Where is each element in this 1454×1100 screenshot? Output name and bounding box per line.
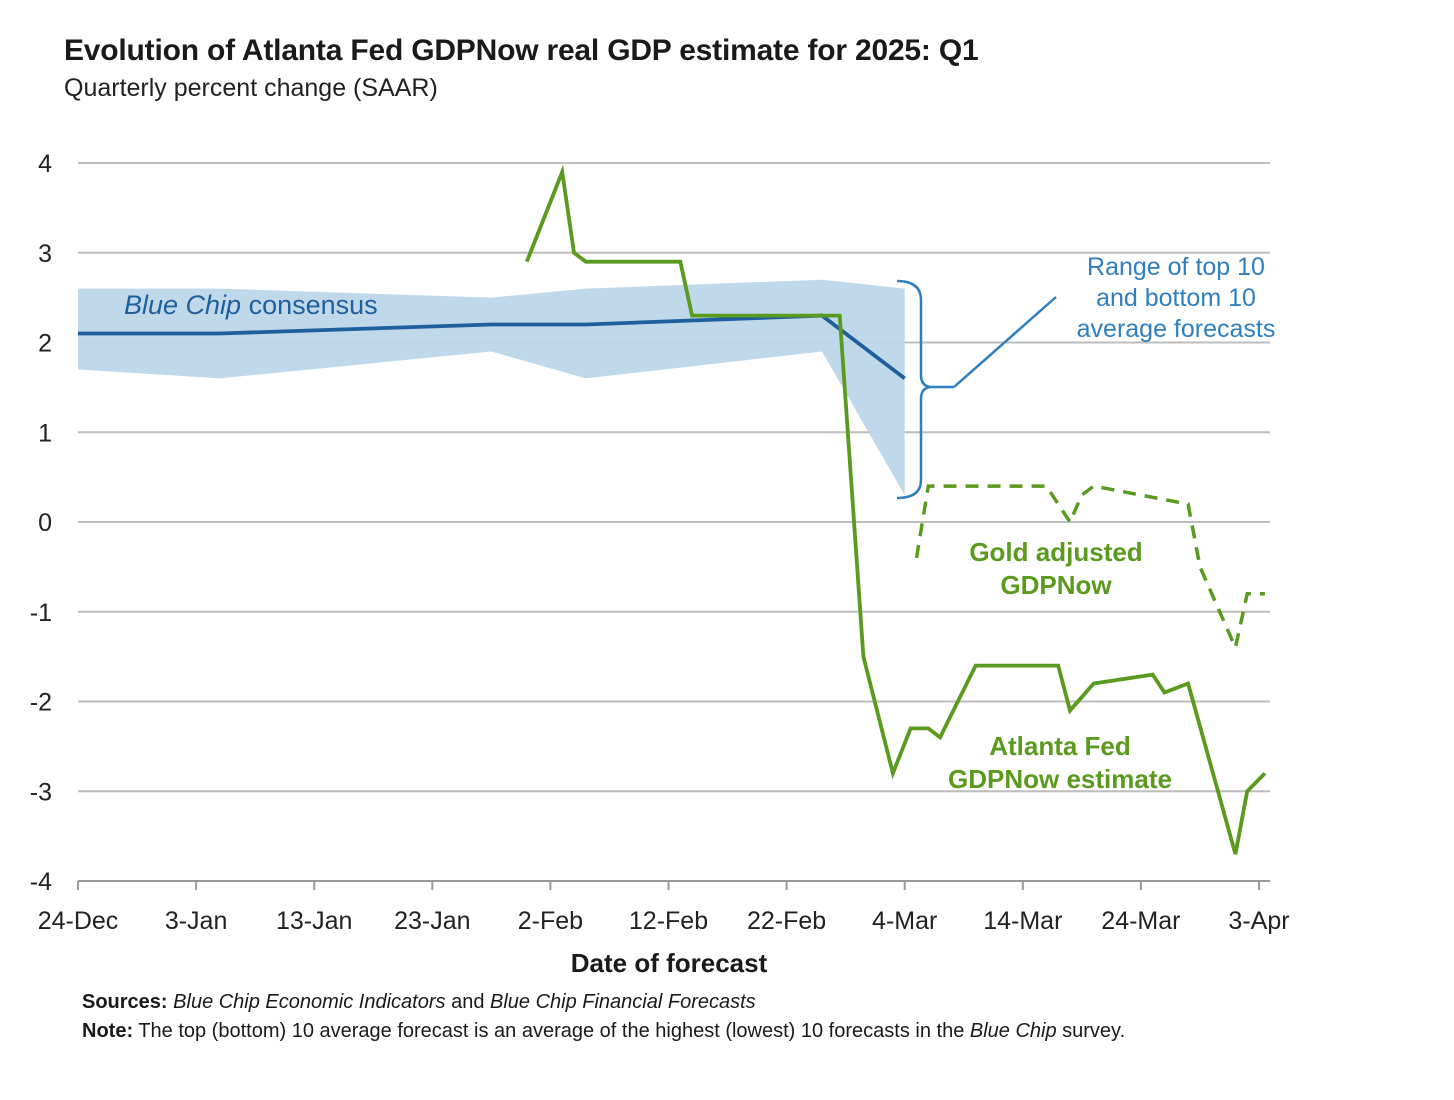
y-tick-label: 2 xyxy=(38,330,52,358)
range-leader-line xyxy=(953,296,1057,388)
x-tick-label: 12-Feb xyxy=(629,907,708,935)
sources-publication-1: Blue Chip Economic Indicators xyxy=(173,991,446,1013)
gold-adjusted-label-line-2: GDPNow xyxy=(1000,570,1112,600)
x-tick-label: 3-Apr xyxy=(1228,907,1289,935)
y-tick-label: -3 xyxy=(30,778,52,806)
y-tick-label: 0 xyxy=(38,509,52,537)
y-tick-label: -4 xyxy=(30,868,52,896)
range-label-line-3: average forecasts xyxy=(1077,315,1276,343)
x-tick-label: 4-Mar xyxy=(872,907,937,935)
series-lines xyxy=(78,164,1267,855)
atlanta-fed-label-line-1: Atlanta Fed xyxy=(989,731,1131,761)
x-tick-label: 14-Mar xyxy=(983,907,1062,935)
sources-label: Sources: xyxy=(82,991,168,1013)
forecast-range-band xyxy=(78,279,905,496)
annotations: Blue Chip consensus Range of top 10 and … xyxy=(124,253,1275,978)
range-label-line-1: Range of top 10 xyxy=(1087,253,1265,281)
chart-subtitle: Quarterly percent change (SAAR) xyxy=(64,74,438,102)
note-end: survey. xyxy=(1056,1020,1126,1042)
gold-adjusted-label-line-1: Gold adjusted xyxy=(969,537,1142,567)
series-line-blue-chip-consensus xyxy=(78,313,906,380)
series-line-gold-adjusted-gdpnow xyxy=(914,484,1265,654)
blue-chip-consensus-label: Blue Chip consensus xyxy=(124,290,378,320)
x-tick-label: 3-Jan xyxy=(165,907,228,935)
series-line-atlanta-fed-gdpnow-estimate xyxy=(525,164,1267,855)
x-tick-label: 13-Jan xyxy=(276,907,352,935)
y-tick-label: -2 xyxy=(30,689,52,717)
sources-line: Sources: Blue Chip Economic Indicators a… xyxy=(82,988,1282,1017)
x-tick-label: 22-Feb xyxy=(747,907,826,935)
range-label-line-2: and bottom 10 xyxy=(1096,284,1256,312)
axes: 4 3 2 1 0 -1 -2 -3 -4 24-Dec 3-Jan 13-Jan 23-Jan 2-Fe… xyxy=(30,150,1290,935)
note-italic: Blue Chip xyxy=(969,1020,1057,1042)
x-tick-label: 23-Jan xyxy=(394,907,470,935)
y-tick-label: 1 xyxy=(38,419,52,447)
chart-title: Evolution of Atlanta Fed GDPNow real GDP… xyxy=(64,34,979,67)
x-tick-label: 2-Feb xyxy=(518,907,583,935)
x-axis-title: Date of forecast xyxy=(571,948,768,978)
y-tick-label: 4 xyxy=(38,150,52,178)
note-text: The top (bottom) 10 average forecast is … xyxy=(133,1020,970,1042)
sources-publication-2: Blue Chip Financial Forecasts xyxy=(490,991,756,1013)
gdpnow-chart: 4 3 2 1 0 -1 -2 -3 -4 24-Dec 3-Jan 13-Jan 23-Jan 2-Fe… xyxy=(30,150,1290,978)
range-band-area xyxy=(78,279,905,496)
x-tick-label: 24-Dec xyxy=(38,907,119,935)
note-line: Note: The top (bottom) 10 average foreca… xyxy=(82,1017,1282,1046)
chart-footer: Sources: Blue Chip Economic Indicators a… xyxy=(82,988,1282,1046)
note-label: Note: xyxy=(82,1020,134,1042)
y-tick-label: -1 xyxy=(30,599,52,627)
atlanta-fed-label-line-2: GDPNow estimate xyxy=(948,764,1172,794)
x-tick-label: 24-Mar xyxy=(1101,907,1180,935)
y-tick-label: 3 xyxy=(38,240,52,268)
sources-and: and xyxy=(445,991,490,1013)
